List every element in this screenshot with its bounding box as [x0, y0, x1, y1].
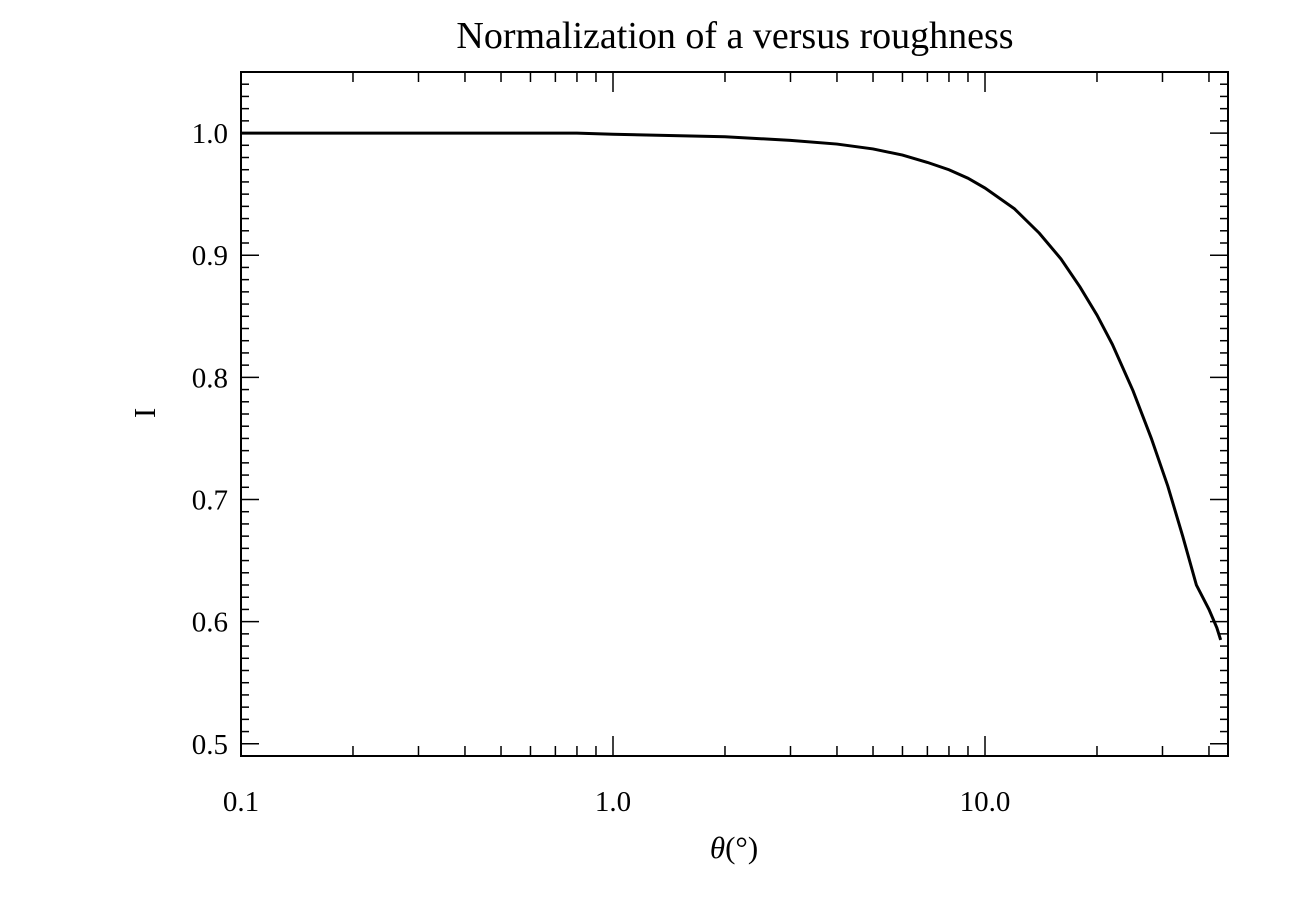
y-tick-label: 0.5 [192, 729, 228, 761]
axis-ticks [240, 71, 1228, 757]
x-axis-label: θ(°) [710, 830, 758, 865]
series-line [241, 131, 1223, 641]
series-layer [241, 131, 1223, 641]
y-tick-label: 0.8 [192, 362, 228, 394]
x-tick-label: 0.1 [223, 786, 259, 818]
y-tick-label: 1.0 [192, 118, 228, 150]
y-tick-label: 0.9 [192, 240, 228, 272]
y-tick-label: 0.7 [192, 485, 228, 517]
x-axis-label-unit: (°) [725, 830, 758, 865]
x-tick-label: 10.0 [960, 786, 1011, 818]
y-axis-label: I [127, 408, 162, 418]
y-tick-label: 0.6 [192, 607, 228, 639]
tick-labels: 0.1 1.0 10.0 0.5 0.6 0.7 0.8 0.9 1.0 [192, 118, 1011, 818]
chart-title: Normalization of a versus roughness [456, 15, 1013, 57]
x-axis-label-symbol: θ [710, 830, 725, 865]
x-tick-label: 1.0 [595, 786, 631, 818]
plot-frame [240, 71, 1229, 757]
